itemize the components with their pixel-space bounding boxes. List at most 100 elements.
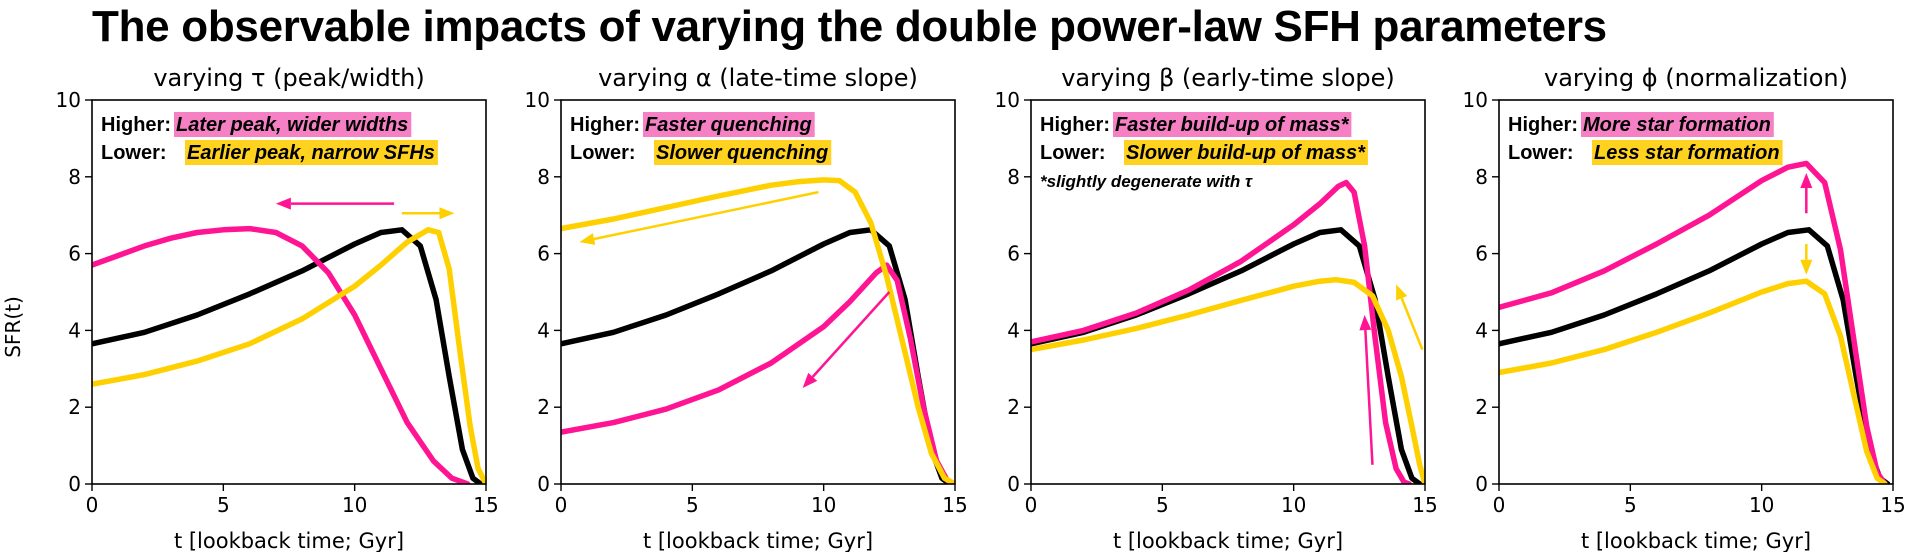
series-group (92, 225, 486, 484)
x-tick-label: 0 (86, 493, 99, 517)
legend-label-higher: Higher: (101, 114, 171, 136)
axes-frame (91, 99, 487, 485)
arrow-head (802, 372, 818, 388)
x-axis-label: t [lookback time; Gyr] (1113, 529, 1343, 552)
arrow-head (1359, 315, 1372, 331)
y-tick-label: 4 (68, 318, 81, 342)
y-tick-label: 2 (1475, 395, 1488, 419)
legend-label-higher: Higher: (1508, 114, 1578, 136)
series-line-lower (92, 227, 486, 484)
arrow-head (275, 197, 291, 210)
arrow-line (1400, 297, 1424, 351)
figure-title: The observable impacts of varying the do… (92, 2, 1607, 51)
arrow-head (1800, 172, 1813, 188)
x-tick-label: 5 (1624, 493, 1637, 517)
y-tick-label: 2 (537, 395, 550, 419)
legend-text-higher: Faster build-up of mass* (1115, 114, 1350, 136)
legend-highlight (185, 140, 438, 165)
series-line-higher (1499, 160, 1888, 484)
y-tick-label: 0 (1475, 472, 1488, 496)
legend-text-lower: Slower quenching (656, 142, 828, 164)
chart-panel-1: varying τ (peak/width) 0 5 10 15 0 2 4 6 8 10 t [lo… (56, 64, 499, 552)
chart-title: varying β (early-time slope) (1061, 64, 1395, 92)
axes-frame (1498, 99, 1894, 485)
x-tick-label: 0 (1025, 493, 1038, 517)
legend-highlight (643, 112, 815, 137)
y-tick-label: 10 (1463, 88, 1488, 112)
legend-label-lower: Lower: (1040, 142, 1106, 164)
legend-text-higher: More star formation (1583, 114, 1771, 136)
series-line-higher (92, 225, 471, 484)
legend-highlight (1124, 140, 1368, 165)
x-axis-label: t [lookback time; Gyr] (174, 529, 404, 552)
x-tick-label: 15 (473, 493, 498, 517)
x-tick-label: 15 (1880, 493, 1905, 517)
arrow-line (811, 291, 891, 378)
y-tick-label: 8 (1007, 165, 1020, 189)
legend-note: *slightly degenerate with τ (1040, 172, 1253, 191)
series-group (1499, 160, 1891, 484)
y-tick-label: 6 (1475, 242, 1488, 266)
chart-title: varying τ (peak/width) (153, 64, 424, 92)
legend-text-lower: Less star formation (1594, 142, 1780, 164)
y-tick-label: 6 (1007, 242, 1020, 266)
series-line-higher (561, 262, 955, 484)
x-tick-label: 15 (1412, 493, 1437, 517)
y-tick-label: 8 (1475, 165, 1488, 189)
y-tick-label: 2 (68, 395, 81, 419)
y-tick-label: 0 (68, 472, 81, 496)
legend-highlight (1113, 112, 1352, 137)
axes-frame (1030, 99, 1426, 485)
y-tick-label: 6 (68, 242, 81, 266)
chart-panel-3: varying β (early-time slope) 0 5 10 15 0 2 4 6 8 1… (995, 64, 1438, 552)
series-line-lower (1499, 278, 1888, 484)
legend-label-higher: Higher: (570, 114, 640, 136)
arrow-head (1396, 284, 1408, 301)
x-axis-label: t [lookback time; Gyr] (1581, 529, 1811, 552)
y-tick-label: 8 (68, 165, 81, 189)
y-tick-label: 8 (537, 165, 550, 189)
x-tick-label: 0 (1493, 493, 1506, 517)
x-tick-label: 5 (686, 493, 699, 517)
series-line-lower (561, 177, 955, 484)
series-group (561, 177, 955, 484)
chart-title: varying α (late-time slope) (598, 64, 918, 92)
chart-title: varying ϕ (normalization) (1544, 64, 1848, 92)
legend-label-lower: Lower: (570, 142, 636, 164)
y-tick-label: 2 (1007, 395, 1020, 419)
series-line-baseline (92, 227, 484, 484)
arrow-line (1364, 329, 1374, 465)
x-tick-label: 5 (1156, 493, 1169, 517)
x-tick-label: 10 (1749, 493, 1774, 517)
arrow-head (439, 207, 455, 220)
y-tick-label: 4 (1007, 318, 1020, 342)
y-tick-label: 0 (1007, 472, 1020, 496)
legend-text-lower: Earlier peak, narrow SFHs (187, 142, 435, 164)
legend-highlight (654, 140, 832, 165)
arrow-line (593, 190, 819, 241)
x-tick-label: 10 (811, 493, 836, 517)
series-line-higher (1031, 179, 1412, 484)
x-tick-label: 15 (942, 493, 967, 517)
y-tick-label: 10 (56, 88, 81, 112)
x-axis-label: t [lookback time; Gyr] (643, 529, 873, 552)
legend-highlight (174, 112, 412, 137)
x-tick-label: 0 (555, 493, 568, 517)
arrow-head (579, 233, 596, 245)
y-tick-label: 4 (1475, 318, 1488, 342)
x-tick-label: 5 (217, 493, 230, 517)
legend-highlight (1592, 140, 1783, 165)
legend-text-higher: Later peak, wider widths (176, 114, 408, 136)
x-tick-label: 10 (1281, 493, 1306, 517)
axes-frame (560, 99, 956, 485)
legend-highlight (1581, 112, 1774, 137)
series-line-lower (1031, 276, 1425, 484)
x-tick-label: 10 (342, 493, 367, 517)
y-tick-label: 0 (537, 472, 550, 496)
y-tick-label: 4 (537, 318, 550, 342)
arrow-head (1800, 259, 1813, 275)
series-line-baseline (1499, 227, 1891, 484)
y-tick-label: 10 (525, 88, 550, 112)
y-tick-label: 6 (537, 242, 550, 266)
